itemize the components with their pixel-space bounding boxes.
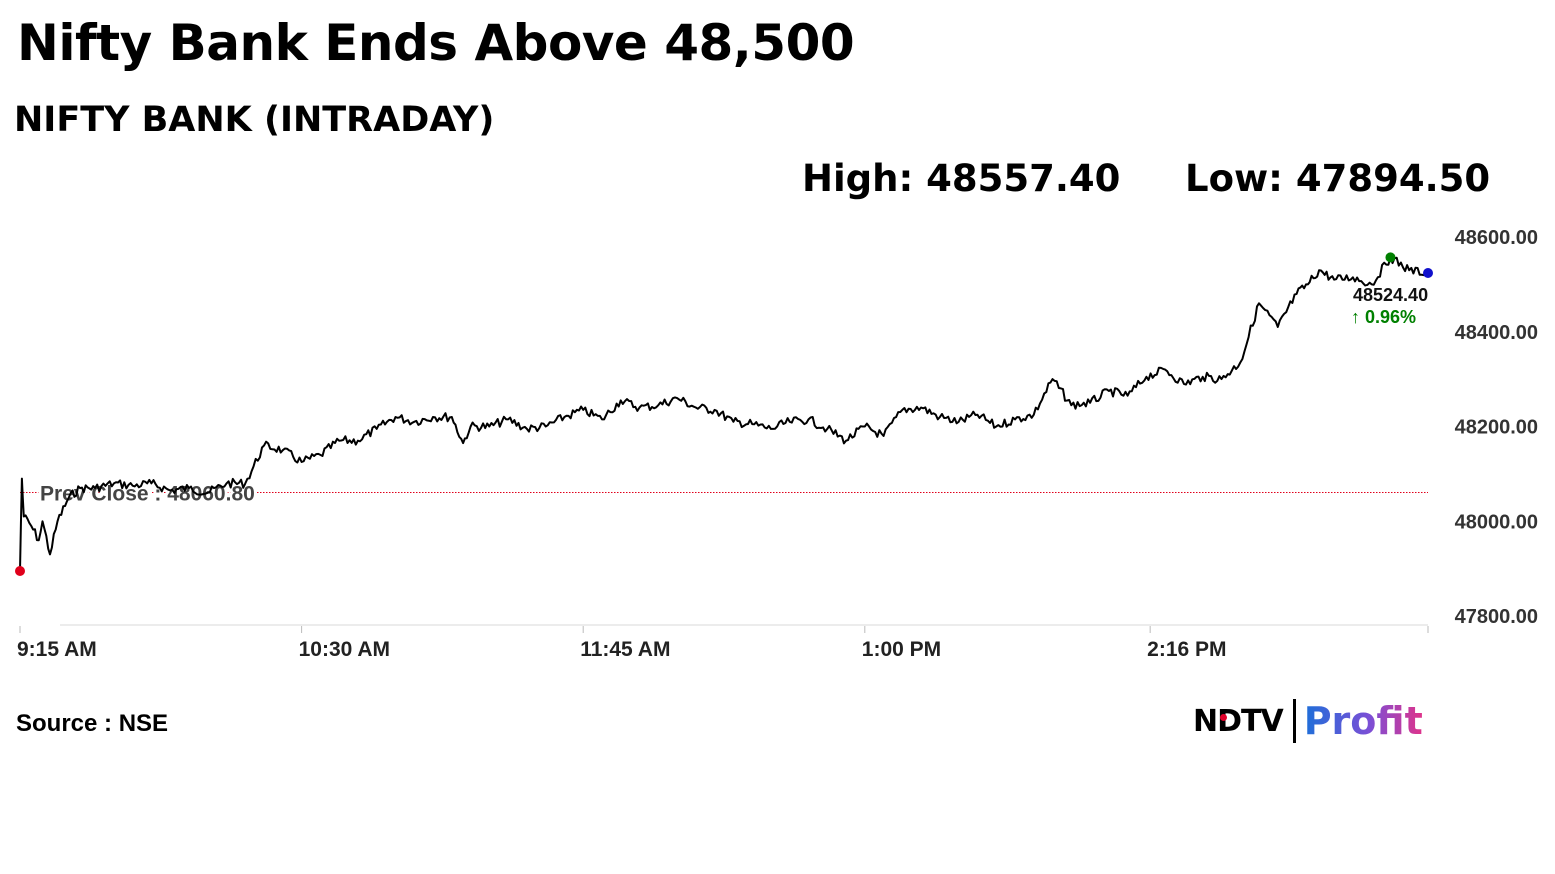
x-tick-label: 2:16 PM (1147, 638, 1226, 661)
y-tick-label: 48000.00 (1455, 511, 1538, 533)
source-note: Source : NSE (16, 710, 169, 737)
logo-dot-icon (1220, 714, 1227, 721)
day-low: Low: 47894.50 (1185, 157, 1491, 200)
y-axis: 48600.00 48400.00 48200.00 48000.00 47800.00 (1455, 227, 1538, 628)
x-tick-label: 9:15 AM (17, 638, 97, 661)
day-high: High: 48557.40 (802, 157, 1121, 200)
logo-ndtv-text: NDTV (1193, 703, 1284, 739)
y-tick-label: 48600.00 (1455, 227, 1538, 249)
last-change-label: ↑ 0.96% (1351, 307, 1416, 327)
y-tick-label: 48200.00 (1455, 417, 1538, 439)
last-point-marker (1423, 268, 1433, 279)
logo-divider (1292, 699, 1296, 743)
ndtv-profit-logo: NDTV Profit (1193, 698, 1423, 744)
series-group (15, 252, 1433, 576)
x-tick-label: 1:00 PM (862, 638, 941, 661)
x-tick-label: 11:45 AM (580, 638, 670, 661)
prev-close-label: Prev Close : 48060.80 (40, 482, 255, 505)
low-point-marker (15, 565, 25, 576)
last-value-label: 48524.40 (1353, 285, 1428, 305)
logo-profit-text: Profit (1303, 699, 1423, 743)
headline: Nifty Bank Ends Above 48,500 (17, 14, 855, 72)
y-tick-label: 48400.00 (1455, 322, 1538, 344)
chart-subtitle: NIFTY BANK (INTRADAY) (14, 100, 495, 140)
high-point-marker (1385, 252, 1396, 263)
y-tick-label: 47800.00 (1455, 606, 1538, 628)
x-axis: 9:15 AM 10:30 AM 11:45 AM 1:00 PM 2:16 PM (17, 624, 1429, 661)
series-line (19, 256, 1429, 572)
x-tick-label: 10:30 AM (299, 638, 390, 661)
